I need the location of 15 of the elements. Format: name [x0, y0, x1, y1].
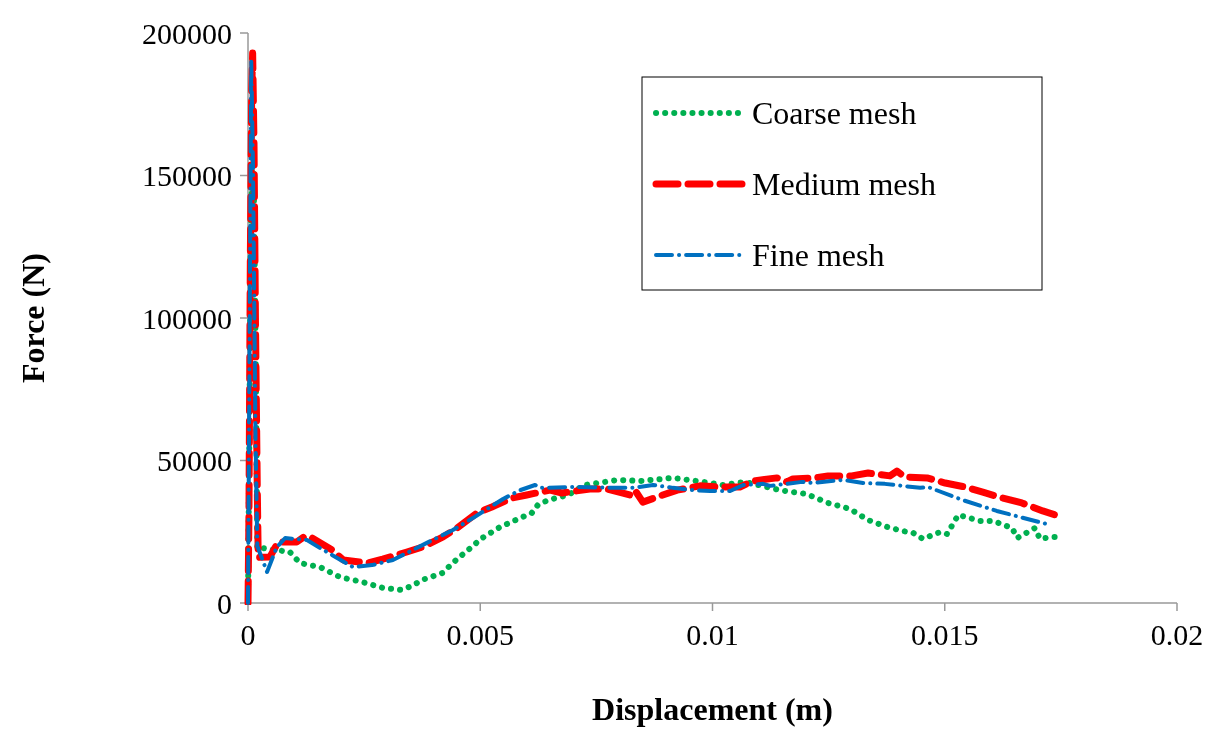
x-tick-label: 0.02	[1150, 618, 1204, 651]
x-tick-label: 0.01	[686, 618, 739, 651]
y-tick-label: 100000	[142, 301, 232, 335]
legend-label: Fine mesh	[752, 237, 885, 274]
x-tick-label: 0.015	[911, 618, 979, 651]
x-axis-title: Displacement (m)	[592, 691, 833, 727]
y-axis-title: Force (N)	[15, 253, 51, 383]
y-tick-label: 200000	[142, 16, 232, 50]
x-tick-label: 0.005	[446, 618, 514, 651]
legend-label: Medium mesh	[752, 166, 936, 203]
y-tick-label: 50000	[157, 444, 232, 477]
y-tick-label: 0	[217, 586, 232, 620]
legend-label: Coarse mesh	[752, 95, 917, 132]
x-tick-label: 0	[240, 618, 256, 651]
y-tick-label: 150000	[142, 159, 232, 192]
